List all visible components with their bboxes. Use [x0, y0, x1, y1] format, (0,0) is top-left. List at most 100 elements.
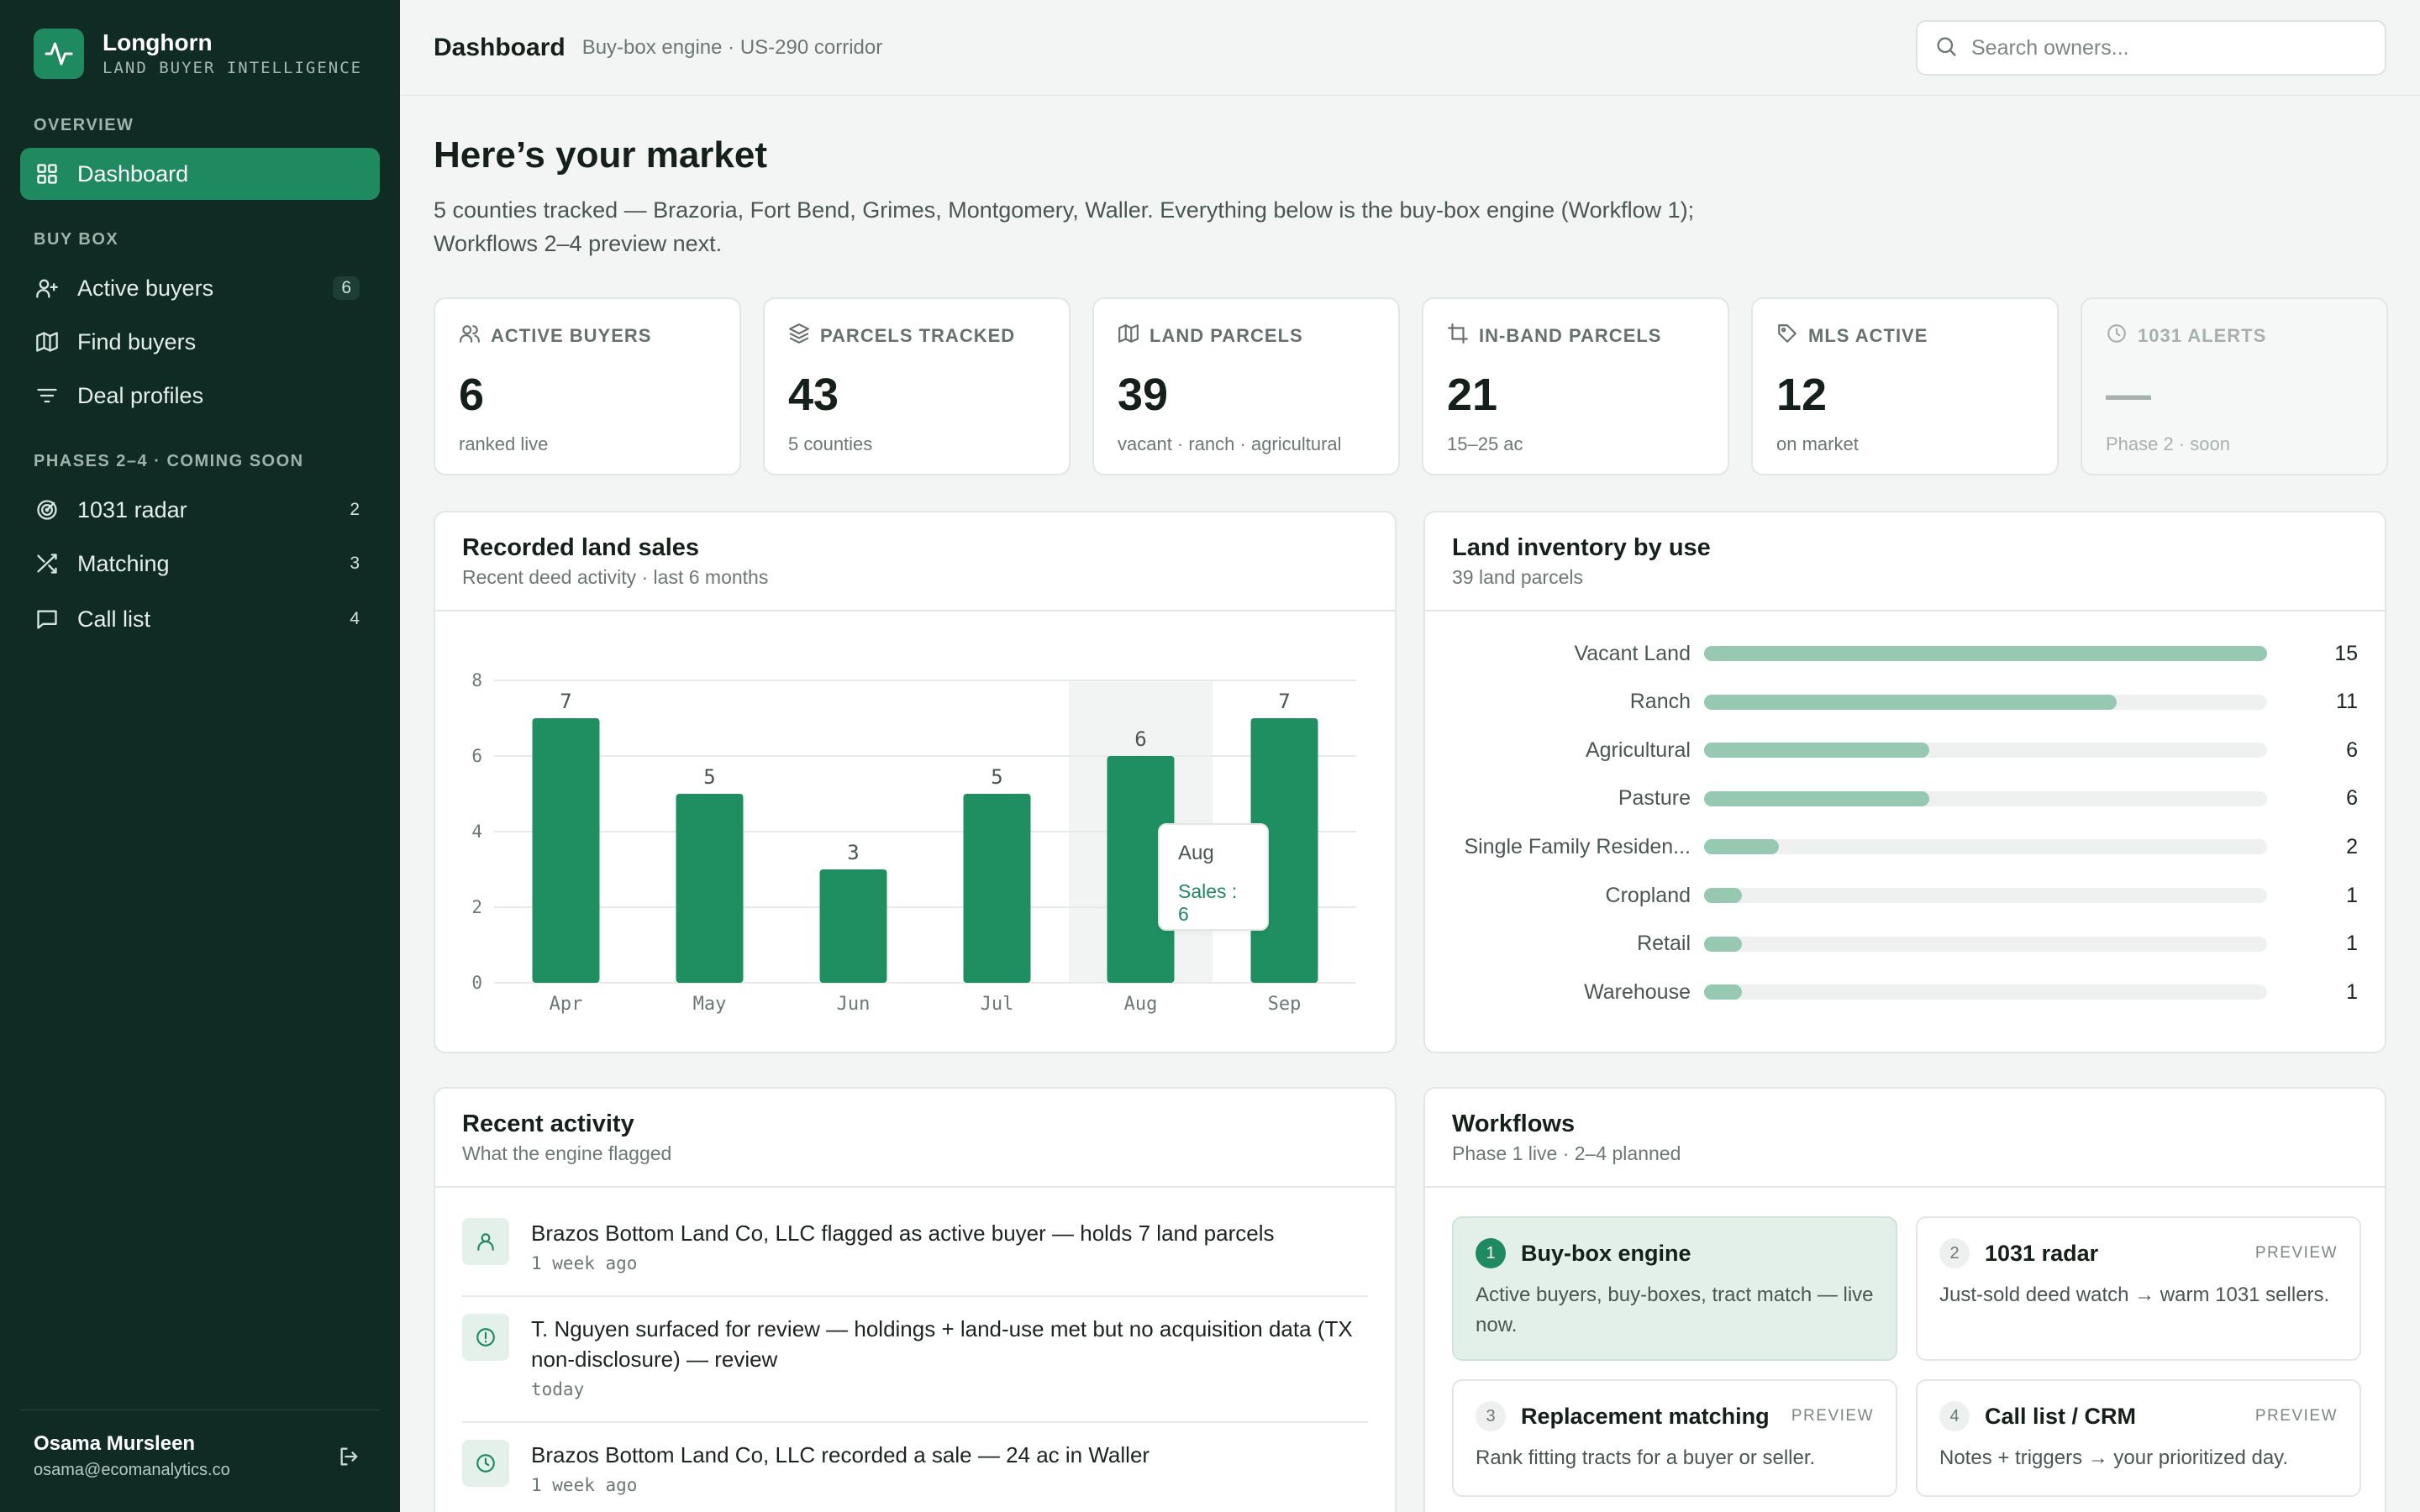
activity-item[interactable]: T. Nguyen surfaced for review — holdings…	[462, 1314, 1368, 1399]
card-title: Land inventory by use	[1452, 534, 1711, 561]
sidebar-item-1031-radar[interactable]: 1031 radar 2	[20, 484, 380, 536]
card-subtitle: 39 land parcels	[1452, 566, 1583, 588]
inventory-bar-track	[1704, 984, 2267, 1000]
stat-card-in-band-parcels[interactable]: IN-BAND PARCELS 21 15–25 ac	[1422, 297, 1729, 475]
card-subtitle: Phase 1 live · 2–4 planned	[1452, 1142, 1681, 1164]
stat-card-active-buyers[interactable]: ACTIVE BUYERS 6 ranked live	[434, 297, 741, 475]
workflow-desc: Notes + triggers → your prioritized day.	[1939, 1446, 2289, 1469]
stat-sub: 5 counties	[788, 433, 873, 454]
filter-icon	[34, 382, 60, 409]
inventory-row[interactable]: Vacant Land 15	[1452, 637, 2358, 670]
stat-card-mls-active[interactable]: MLS ACTIVE 12 on market	[1751, 297, 2059, 475]
count-badge: 6	[333, 276, 360, 300]
workflow-1031-radar[interactable]: 2 1031 radar PREVIEW Just-sold deed watc…	[1916, 1216, 2361, 1361]
radar-icon	[34, 496, 60, 523]
card-title: Recent activity	[462, 1110, 634, 1137]
sidebar-item-active-buyers[interactable]: Active buyers 6	[20, 262, 380, 314]
sidebar-item-label: Dashboard	[77, 160, 189, 186]
card-title: Recorded land sales	[462, 534, 700, 561]
card-subtitle: Recent deed activity · last 6 months	[462, 566, 769, 588]
inventory-row[interactable]: Warehouse 1	[1452, 975, 2358, 1009]
sidebar-item-dashboard[interactable]: Dashboard	[20, 148, 380, 200]
inventory-row[interactable]: Cropland 1	[1452, 879, 2358, 912]
inventory-row[interactable]: Agricultural 6	[1452, 733, 2358, 767]
workflow-replacement-matching[interactable]: 3 Replacement matching PREVIEW Rank fitt…	[1452, 1379, 1897, 1497]
sidebar-item-deal-profiles[interactable]: Deal profiles	[20, 370, 380, 422]
inventory-row[interactable]: Single Family Residen... 2	[1452, 830, 2358, 864]
logout-icon[interactable]	[333, 1440, 366, 1473]
inventory-label: Single Family Residen...	[1464, 834, 1691, 858]
bar-data-label: 5	[703, 765, 715, 789]
inventory-bar-track	[1704, 694, 2267, 710]
card-title: Workflows	[1452, 1110, 1576, 1137]
activity-item[interactable]: Brazos Bottom Land Co, LLC recorded a sa…	[462, 1440, 1368, 1495]
count-badge: 2	[350, 500, 360, 519]
bar-data-label: 7	[1278, 690, 1290, 713]
inventory-label: Ranch	[1629, 690, 1691, 714]
sidebar-item-label: 1031 radar	[77, 496, 187, 522]
stat-card-land-parcels[interactable]: LAND PARCELS 39 vacant · ranch · agricul…	[1092, 297, 1400, 475]
search-input[interactable]	[1971, 35, 2358, 60]
workflows-card: Workflows Phase 1 live · 2–4 planned 1 B…	[1423, 1087, 2386, 1512]
inventory-label: Pasture	[1618, 786, 1691, 811]
stat-sub: vacant · ranch · agricultural	[1118, 433, 1342, 454]
divider	[462, 1295, 1368, 1297]
sidebar-item-label: Find buyers	[77, 328, 197, 354]
recent-activity-card: Recent activity What the engine flagged …	[434, 1087, 1397, 1512]
inventory-bar-track	[1704, 743, 2267, 759]
message-icon	[34, 606, 60, 633]
activity-text: Brazos Bottom Land Co, LLC recorded a sa…	[531, 1442, 1150, 1467]
sidebar-item-matching[interactable]: Matching 3	[20, 538, 380, 590]
activity-item[interactable]: Brazos Bottom Land Co, LLC flagged as ac…	[462, 1218, 1368, 1273]
inventory-row[interactable]: Retail 1	[1452, 927, 2358, 961]
search-box[interactable]	[1916, 20, 2386, 76]
inventory-label: Vacant Land	[1574, 641, 1691, 665]
stat-value: 6	[459, 370, 485, 420]
pulse-logo-icon	[34, 29, 84, 79]
activity-time: 1 week ago	[531, 1475, 638, 1495]
brand-name: Longhorn	[103, 29, 213, 55]
card-subtitle: What the engine flagged	[462, 1142, 672, 1164]
sidebar-item-label: Matching	[77, 550, 170, 576]
bar-data-label: 3	[847, 841, 859, 864]
inventory-bar-track	[1704, 888, 2267, 903]
inventory-value: 1	[2346, 883, 2358, 907]
inventory-row[interactable]: Pasture 6	[1452, 782, 2358, 816]
stat-value: 43	[788, 370, 839, 420]
brand[interactable]: Longhorn LAND BUYER INTELLIGENCE	[34, 29, 362, 79]
crop-icon	[1447, 323, 1479, 349]
y-tick-label: 4	[471, 822, 482, 842]
inventory-value: 6	[2346, 738, 2358, 762]
y-tick-label: 0	[471, 973, 482, 993]
workflow-call-list-crm[interactable]: 4 Call list / CRM PREVIEW Notes + trigge…	[1916, 1379, 2361, 1497]
topbar: Dashboard Buy-box engine · US-290 corrid…	[400, 0, 2420, 96]
inventory-bar-fill	[1704, 694, 2118, 710]
map-icon	[34, 328, 60, 355]
inventory-bar-fill	[1704, 790, 1929, 806]
user-name: Osama Mursleen	[34, 1432, 196, 1455]
workflow-desc: Rank fitting tracts for a buyer or selle…	[1476, 1446, 1816, 1469]
divider	[462, 1421, 1368, 1423]
tooltip-month: Aug	[1178, 842, 1214, 864]
user-email: osama@ecomanalytics.co	[34, 1461, 230, 1479]
stat-label: 1031 ALERTS	[2138, 325, 2267, 346]
map-icon	[1118, 323, 1150, 349]
inventory-value: 1	[2346, 979, 2358, 1004]
user-icon	[462, 1218, 509, 1265]
nav-section-phases: PHASES 2–4 · COMING SOON	[34, 452, 304, 470]
workflow-buy-box-engine[interactable]: 1 Buy-box engine Active buyers, buy-boxe…	[1452, 1216, 1897, 1361]
stat-card-1031-alerts[interactable]: 1031 ALERTS — Phase 2 · soon	[2081, 297, 2388, 475]
inventory-row[interactable]: Ranch 11	[1452, 685, 2358, 719]
inventory-label: Warehouse	[1584, 979, 1691, 1004]
stat-sub: on market	[1776, 433, 1859, 454]
sidebar-item-label: Deal profiles	[77, 382, 204, 408]
stat-label: IN-BAND PARCELS	[1479, 325, 1662, 346]
workflow-title: Replacement matching	[1521, 1403, 1770, 1429]
y-tick-label: 8	[471, 670, 482, 690]
sidebar-item-find-buyers[interactable]: Find buyers	[20, 316, 380, 368]
sidebar-item-call-list[interactable]: Call list 4	[20, 593, 380, 645]
inventory-bar-fill	[1704, 888, 1742, 903]
x-tick-label: May	[693, 994, 727, 1015]
x-tick-label: Jul	[981, 994, 1014, 1015]
stat-card-parcels-tracked[interactable]: PARCELS TRACKED 43 5 counties	[763, 297, 1071, 475]
